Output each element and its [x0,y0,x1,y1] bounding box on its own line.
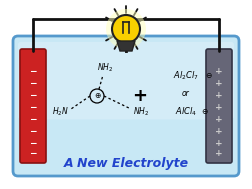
Text: NH$_2$: NH$_2$ [133,106,149,118]
Text: +: + [215,78,223,88]
Text: +: + [215,149,223,157]
FancyBboxPatch shape [20,49,46,163]
Text: AlCl$_4$: AlCl$_4$ [175,106,197,118]
Text: ⊕: ⊕ [94,91,100,101]
Text: −: − [29,67,37,75]
Text: Al$_2$Cl$_7$: Al$_2$Cl$_7$ [173,70,199,82]
Text: ⊖: ⊖ [205,71,211,81]
Text: +: + [215,139,223,147]
Text: ⊖: ⊖ [201,108,207,116]
Text: +: + [215,102,223,112]
Text: H$_2$N: H$_2$N [52,106,69,118]
Text: NH$_2$: NH$_2$ [97,61,113,74]
Text: −: − [29,139,37,147]
Text: −: − [29,126,37,136]
Text: −: − [29,78,37,88]
Polygon shape [117,41,135,51]
Text: +: + [133,87,147,105]
Text: A New Electrolyte: A New Electrolyte [64,156,188,170]
Text: +: + [215,126,223,136]
Text: +: + [215,91,223,99]
FancyBboxPatch shape [13,36,239,176]
Circle shape [112,15,140,43]
Text: +: + [215,67,223,75]
Text: −: − [29,149,37,157]
Text: +: + [215,115,223,123]
Text: −: − [29,91,37,99]
Text: or: or [182,90,190,98]
Text: −: − [29,115,37,123]
Text: −: − [29,102,37,112]
Circle shape [106,9,146,49]
FancyBboxPatch shape [206,49,232,163]
FancyBboxPatch shape [18,42,234,119]
